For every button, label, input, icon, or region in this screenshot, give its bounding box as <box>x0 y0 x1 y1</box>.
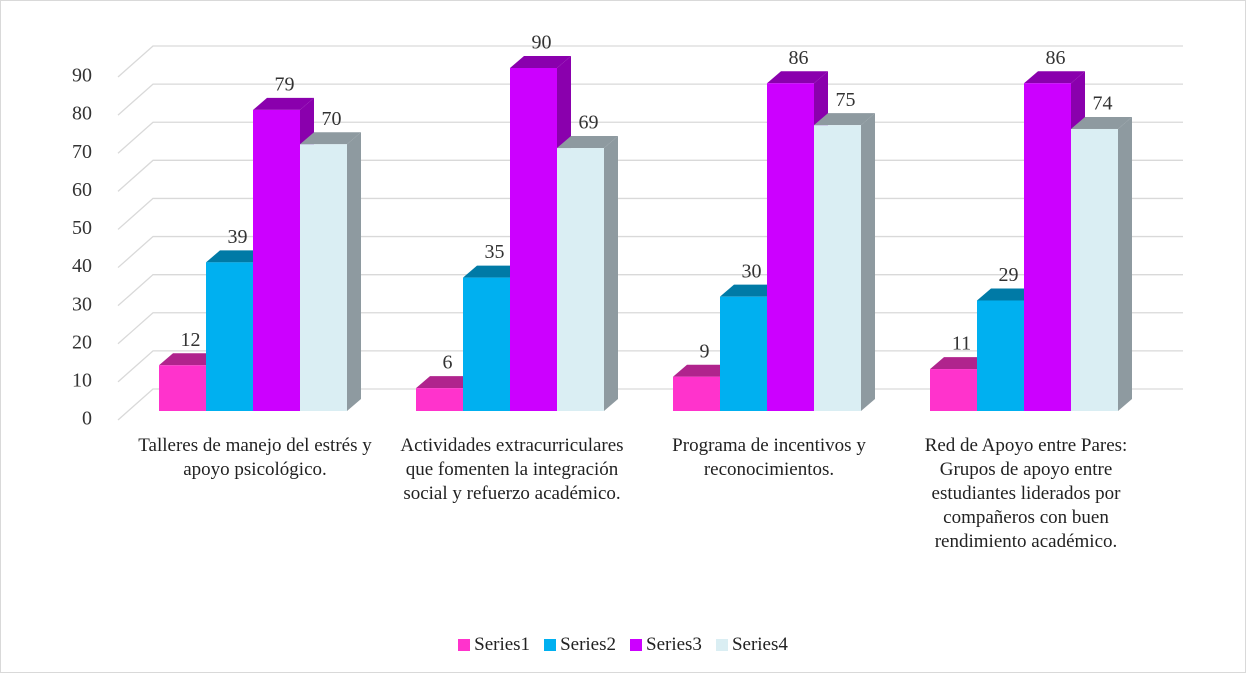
value-label: 74 <box>1093 93 1113 115</box>
bar <box>977 300 1024 411</box>
x-tick-label: Talleres de manejo del estrés y apoyo ps… <box>138 435 372 480</box>
value-label: 12 <box>181 329 201 351</box>
value-label: 75 <box>836 89 856 111</box>
y-tick-label: 60 <box>72 179 92 201</box>
bar-top <box>463 265 524 278</box>
value-label: 86 <box>789 47 809 69</box>
y-tick-label: 50 <box>72 217 92 239</box>
legend-label: Series1 <box>474 634 531 655</box>
bar-top <box>300 132 361 145</box>
legend-label: Series2 <box>560 634 616 655</box>
bar <box>1071 128 1118 411</box>
bar <box>720 296 767 411</box>
bar-side <box>604 136 618 412</box>
bar <box>416 388 463 411</box>
y-tick-label: 0 <box>82 408 92 430</box>
value-label: 39 <box>228 226 248 248</box>
y-tick-label: 90 <box>72 65 92 87</box>
bar <box>300 144 347 411</box>
legend-swatch <box>630 639 642 651</box>
bar-top <box>1024 71 1085 84</box>
bar-side <box>1118 116 1132 411</box>
bar-top <box>930 357 991 370</box>
bar-top <box>814 113 875 126</box>
y-tick-label: 70 <box>72 141 92 163</box>
bar-top <box>767 71 828 84</box>
legend-item: Series1 <box>458 634 530 656</box>
y-tick-label: 20 <box>72 331 92 353</box>
legend-swatch <box>715 639 728 651</box>
value-label: 69 <box>579 112 599 134</box>
bar-side <box>861 113 875 412</box>
value-label: 79 <box>275 74 295 96</box>
x-tick-label: Programa de incentivos y reconocimientos… <box>672 435 866 480</box>
y-tick-label: 30 <box>72 293 92 315</box>
bar <box>206 262 253 411</box>
legend-label: Series3 <box>646 634 702 655</box>
value-label: 6 <box>443 352 453 374</box>
legend-label: Series4 <box>731 634 788 655</box>
grid-line <box>117 83 1183 116</box>
bar <box>1024 83 1071 411</box>
bar <box>673 376 720 411</box>
bar-top <box>720 284 781 297</box>
bar <box>767 83 814 411</box>
value-label: 86 <box>1046 47 1066 69</box>
value-label: 35 <box>485 241 505 263</box>
grid-line <box>117 45 1183 78</box>
bar-top <box>977 288 1038 301</box>
bar-top <box>206 250 267 263</box>
y-tick-label: 10 <box>72 369 92 391</box>
bar <box>930 369 977 411</box>
bar <box>557 148 604 412</box>
bar <box>253 109 300 411</box>
legend-item: Series2 <box>544 634 616 656</box>
bar-top <box>557 136 618 149</box>
x-tick-label: Red de Apoyo entre Pares: Grupos de apoy… <box>924 435 1128 552</box>
bar <box>814 125 861 412</box>
bar <box>510 68 557 411</box>
value-label: 9 <box>700 340 710 362</box>
value-label: 11 <box>952 333 971 355</box>
bar <box>463 277 510 411</box>
bar-side <box>347 132 361 411</box>
value-label: 70 <box>322 108 342 130</box>
bar-top <box>253 97 314 110</box>
legend-item: Series4 <box>715 634 788 656</box>
legend-swatch <box>458 639 471 651</box>
bar <box>159 365 206 411</box>
value-label: 29 <box>999 264 1019 286</box>
value-label: 30 <box>742 260 762 282</box>
legend: Series1 Series2 Series3 Series4 <box>0 634 1246 656</box>
bar-top <box>510 56 571 68</box>
legend-swatch <box>544 639 557 651</box>
bar-top <box>416 376 477 389</box>
legend-item: Series3 <box>630 634 702 656</box>
value-label: 90 <box>532 32 552 54</box>
y-tick-label: 80 <box>72 103 92 125</box>
x-tick-label: Actividades extracurriculares que foment… <box>400 435 624 504</box>
bar-top <box>673 364 734 377</box>
y-tick-label: 40 <box>72 255 92 277</box>
bar-top <box>1071 116 1132 129</box>
bar-top <box>159 353 220 366</box>
